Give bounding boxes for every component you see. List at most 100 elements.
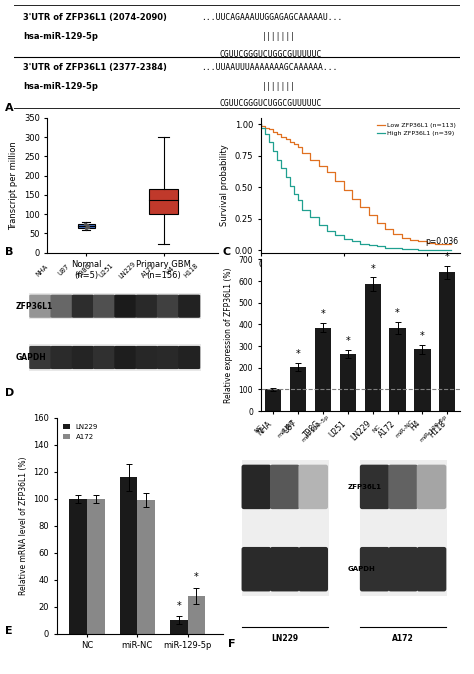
Text: 3'UTR of ZFP36L1 (2074-2090): 3'UTR of ZFP36L1 (2074-2090) xyxy=(23,13,167,22)
Bar xyxy=(29,293,201,319)
Text: E: E xyxy=(5,625,12,636)
Text: U251: U251 xyxy=(98,262,115,278)
Text: A: A xyxy=(5,103,13,113)
Text: D: D xyxy=(5,388,14,398)
Low ZFP36L1 (n=113) xyxy=(324,162,330,170)
Text: *: * xyxy=(346,336,350,346)
Bar xyxy=(120,477,137,634)
Text: C: C xyxy=(223,247,231,257)
Bar xyxy=(414,349,430,411)
Text: *: * xyxy=(320,309,325,319)
High ZFP36L1 (n=39) xyxy=(316,214,321,222)
Text: H4: H4 xyxy=(164,265,175,276)
Bar xyxy=(360,460,447,596)
FancyBboxPatch shape xyxy=(270,547,300,592)
High ZFP36L1 (n=39) xyxy=(391,244,396,252)
Text: |||||||: ||||||| xyxy=(262,32,296,40)
Low ZFP36L1 (n=113) xyxy=(399,230,405,238)
FancyBboxPatch shape xyxy=(29,346,51,369)
Low ZFP36L1 (n=113) xyxy=(341,177,346,185)
High ZFP36L1 (n=39) xyxy=(415,245,421,253)
Text: p=0.036: p=0.036 xyxy=(425,237,458,246)
Text: ZFP36L1: ZFP36L1 xyxy=(15,302,53,311)
FancyBboxPatch shape xyxy=(29,295,51,318)
FancyBboxPatch shape xyxy=(178,295,200,318)
X-axis label: Days: Days xyxy=(350,275,371,284)
Low ZFP36L1 (n=113) xyxy=(287,135,292,144)
Bar xyxy=(87,499,105,634)
Legend: Low ZFP36L1 (n=113), High ZFP36L1 (n=39): Low ZFP36L1 (n=113), High ZFP36L1 (n=39) xyxy=(376,121,456,137)
High ZFP36L1 (n=39) xyxy=(366,240,372,248)
Text: hsa-miR-129-5p: hsa-miR-129-5p xyxy=(23,82,98,91)
Bar xyxy=(439,272,456,411)
Low ZFP36L1 (n=113) xyxy=(448,240,454,248)
Low ZFP36L1 (n=113) xyxy=(274,128,280,136)
Y-axis label: Relative expression of ZFP36L1 (%): Relative expression of ZFP36L1 (%) xyxy=(224,268,233,403)
Text: NC: NC xyxy=(253,424,263,433)
Low ZFP36L1 (n=113) xyxy=(382,218,388,226)
Low ZFP36L1 (n=113) xyxy=(333,168,338,176)
High ZFP36L1 (n=39) xyxy=(357,237,363,245)
Text: H118: H118 xyxy=(183,262,200,278)
FancyBboxPatch shape xyxy=(299,464,328,509)
Low ZFP36L1 (n=113) xyxy=(279,130,284,138)
Low ZFP36L1 (n=113) xyxy=(357,195,363,203)
Y-axis label: Survival probability: Survival probability xyxy=(220,144,229,226)
High ZFP36L1 (n=39) xyxy=(324,221,330,229)
Low ZFP36L1 (n=113) xyxy=(270,125,276,133)
Text: *: * xyxy=(370,264,375,274)
FancyBboxPatch shape xyxy=(242,464,271,509)
Low ZFP36L1 (n=113) xyxy=(374,211,380,219)
Bar xyxy=(170,620,188,634)
FancyBboxPatch shape xyxy=(136,346,158,369)
Text: NHA: NHA xyxy=(35,263,50,278)
Y-axis label: Relative mRNA level of ZFP36L1 (%): Relative mRNA level of ZFP36L1 (%) xyxy=(19,456,28,595)
Text: GAPDH: GAPDH xyxy=(348,566,376,572)
Text: *: * xyxy=(420,331,425,341)
Low ZFP36L1 (n=113) xyxy=(283,133,288,141)
Bar xyxy=(340,354,356,411)
Line: High ZFP36L1 (n=39): High ZFP36L1 (n=39) xyxy=(261,124,451,250)
FancyBboxPatch shape xyxy=(72,346,94,369)
High ZFP36L1 (n=39) xyxy=(279,156,284,164)
FancyBboxPatch shape xyxy=(178,346,200,369)
FancyBboxPatch shape xyxy=(242,547,271,592)
Text: ZFP36L1: ZFP36L1 xyxy=(348,484,382,490)
High ZFP36L1 (n=39) xyxy=(270,138,276,146)
High ZFP36L1 (n=39) xyxy=(291,182,297,190)
Text: *: * xyxy=(176,601,181,611)
High ZFP36L1 (n=39) xyxy=(440,246,446,254)
FancyBboxPatch shape xyxy=(136,295,158,318)
High ZFP36L1 (n=39) xyxy=(407,245,413,253)
FancyBboxPatch shape xyxy=(51,346,73,369)
Low ZFP36L1 (n=113) xyxy=(407,234,413,242)
Low ZFP36L1 (n=113) xyxy=(424,237,429,245)
Low ZFP36L1 (n=113) xyxy=(316,156,321,164)
High ZFP36L1 (n=39) xyxy=(333,227,338,235)
FancyBboxPatch shape xyxy=(360,547,390,592)
FancyBboxPatch shape xyxy=(270,464,300,509)
Low ZFP36L1 (n=113) xyxy=(349,186,355,194)
Text: CGUUCGGGUCUGGCGUUUUUC: CGUUCGGGUCUGGCGUUUUUC xyxy=(219,51,321,59)
Low ZFP36L1 (n=113) xyxy=(258,120,264,128)
High ZFP36L1 (n=39) xyxy=(341,231,346,239)
Bar xyxy=(265,390,281,411)
High ZFP36L1 (n=39) xyxy=(266,130,272,138)
High ZFP36L1 (n=39) xyxy=(283,164,288,173)
FancyBboxPatch shape xyxy=(157,295,179,318)
FancyBboxPatch shape xyxy=(93,295,115,318)
High ZFP36L1 (n=39) xyxy=(382,243,388,251)
FancyBboxPatch shape xyxy=(72,295,94,318)
High ZFP36L1 (n=39) xyxy=(262,124,268,132)
High ZFP36L1 (n=39) xyxy=(300,195,305,204)
Bar xyxy=(365,284,381,411)
FancyBboxPatch shape xyxy=(93,346,115,369)
Text: B: B xyxy=(5,247,13,257)
Low ZFP36L1 (n=113) xyxy=(440,240,446,248)
Bar xyxy=(70,499,87,634)
High ZFP36L1 (n=39) xyxy=(308,206,313,214)
FancyBboxPatch shape xyxy=(157,346,179,369)
Text: 3'UTR of ZFP36L1 (2377-2384): 3'UTR of ZFP36L1 (2377-2384) xyxy=(23,63,167,72)
Text: T98G: T98G xyxy=(77,262,93,278)
Text: miR-129-5p: miR-129-5p xyxy=(419,414,448,443)
